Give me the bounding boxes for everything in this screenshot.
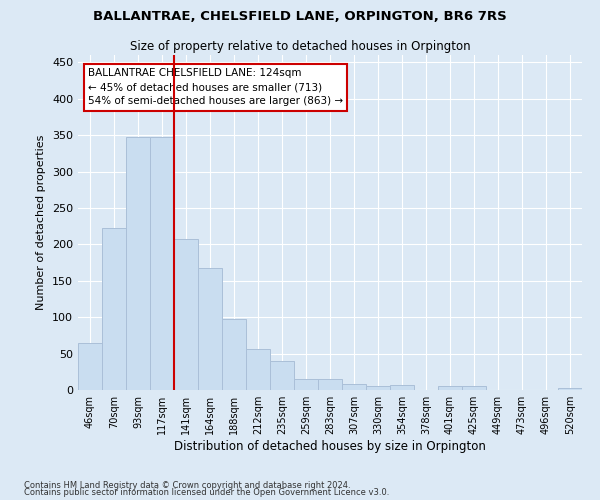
Bar <box>342 384 366 390</box>
Text: BALLANTRAE, CHELSFIELD LANE, ORPINGTON, BR6 7RS: BALLANTRAE, CHELSFIELD LANE, ORPINGTON, … <box>93 10 507 23</box>
Bar <box>126 138 150 390</box>
Text: Contains HM Land Registry data © Crown copyright and database right 2024.: Contains HM Land Registry data © Crown c… <box>24 480 350 490</box>
Y-axis label: Number of detached properties: Number of detached properties <box>37 135 46 310</box>
Bar <box>390 385 414 390</box>
Bar <box>174 240 198 390</box>
Bar <box>462 386 486 390</box>
Bar <box>294 379 318 390</box>
Bar <box>222 320 246 390</box>
Bar <box>102 228 126 390</box>
Text: Contains public sector information licensed under the Open Government Licence v3: Contains public sector information licen… <box>24 488 389 497</box>
Bar <box>78 342 102 390</box>
Bar <box>438 386 462 390</box>
Text: BALLANTRAE CHELSFIELD LANE: 124sqm
← 45% of detached houses are smaller (713)
54: BALLANTRAE CHELSFIELD LANE: 124sqm ← 45%… <box>88 68 343 106</box>
Bar <box>366 386 390 390</box>
Bar <box>150 138 174 390</box>
Bar <box>246 349 270 390</box>
Bar <box>270 361 294 390</box>
Bar <box>558 388 582 390</box>
X-axis label: Distribution of detached houses by size in Orpington: Distribution of detached houses by size … <box>174 440 486 453</box>
Bar <box>318 379 342 390</box>
Bar <box>198 268 222 390</box>
Text: Size of property relative to detached houses in Orpington: Size of property relative to detached ho… <box>130 40 470 53</box>
